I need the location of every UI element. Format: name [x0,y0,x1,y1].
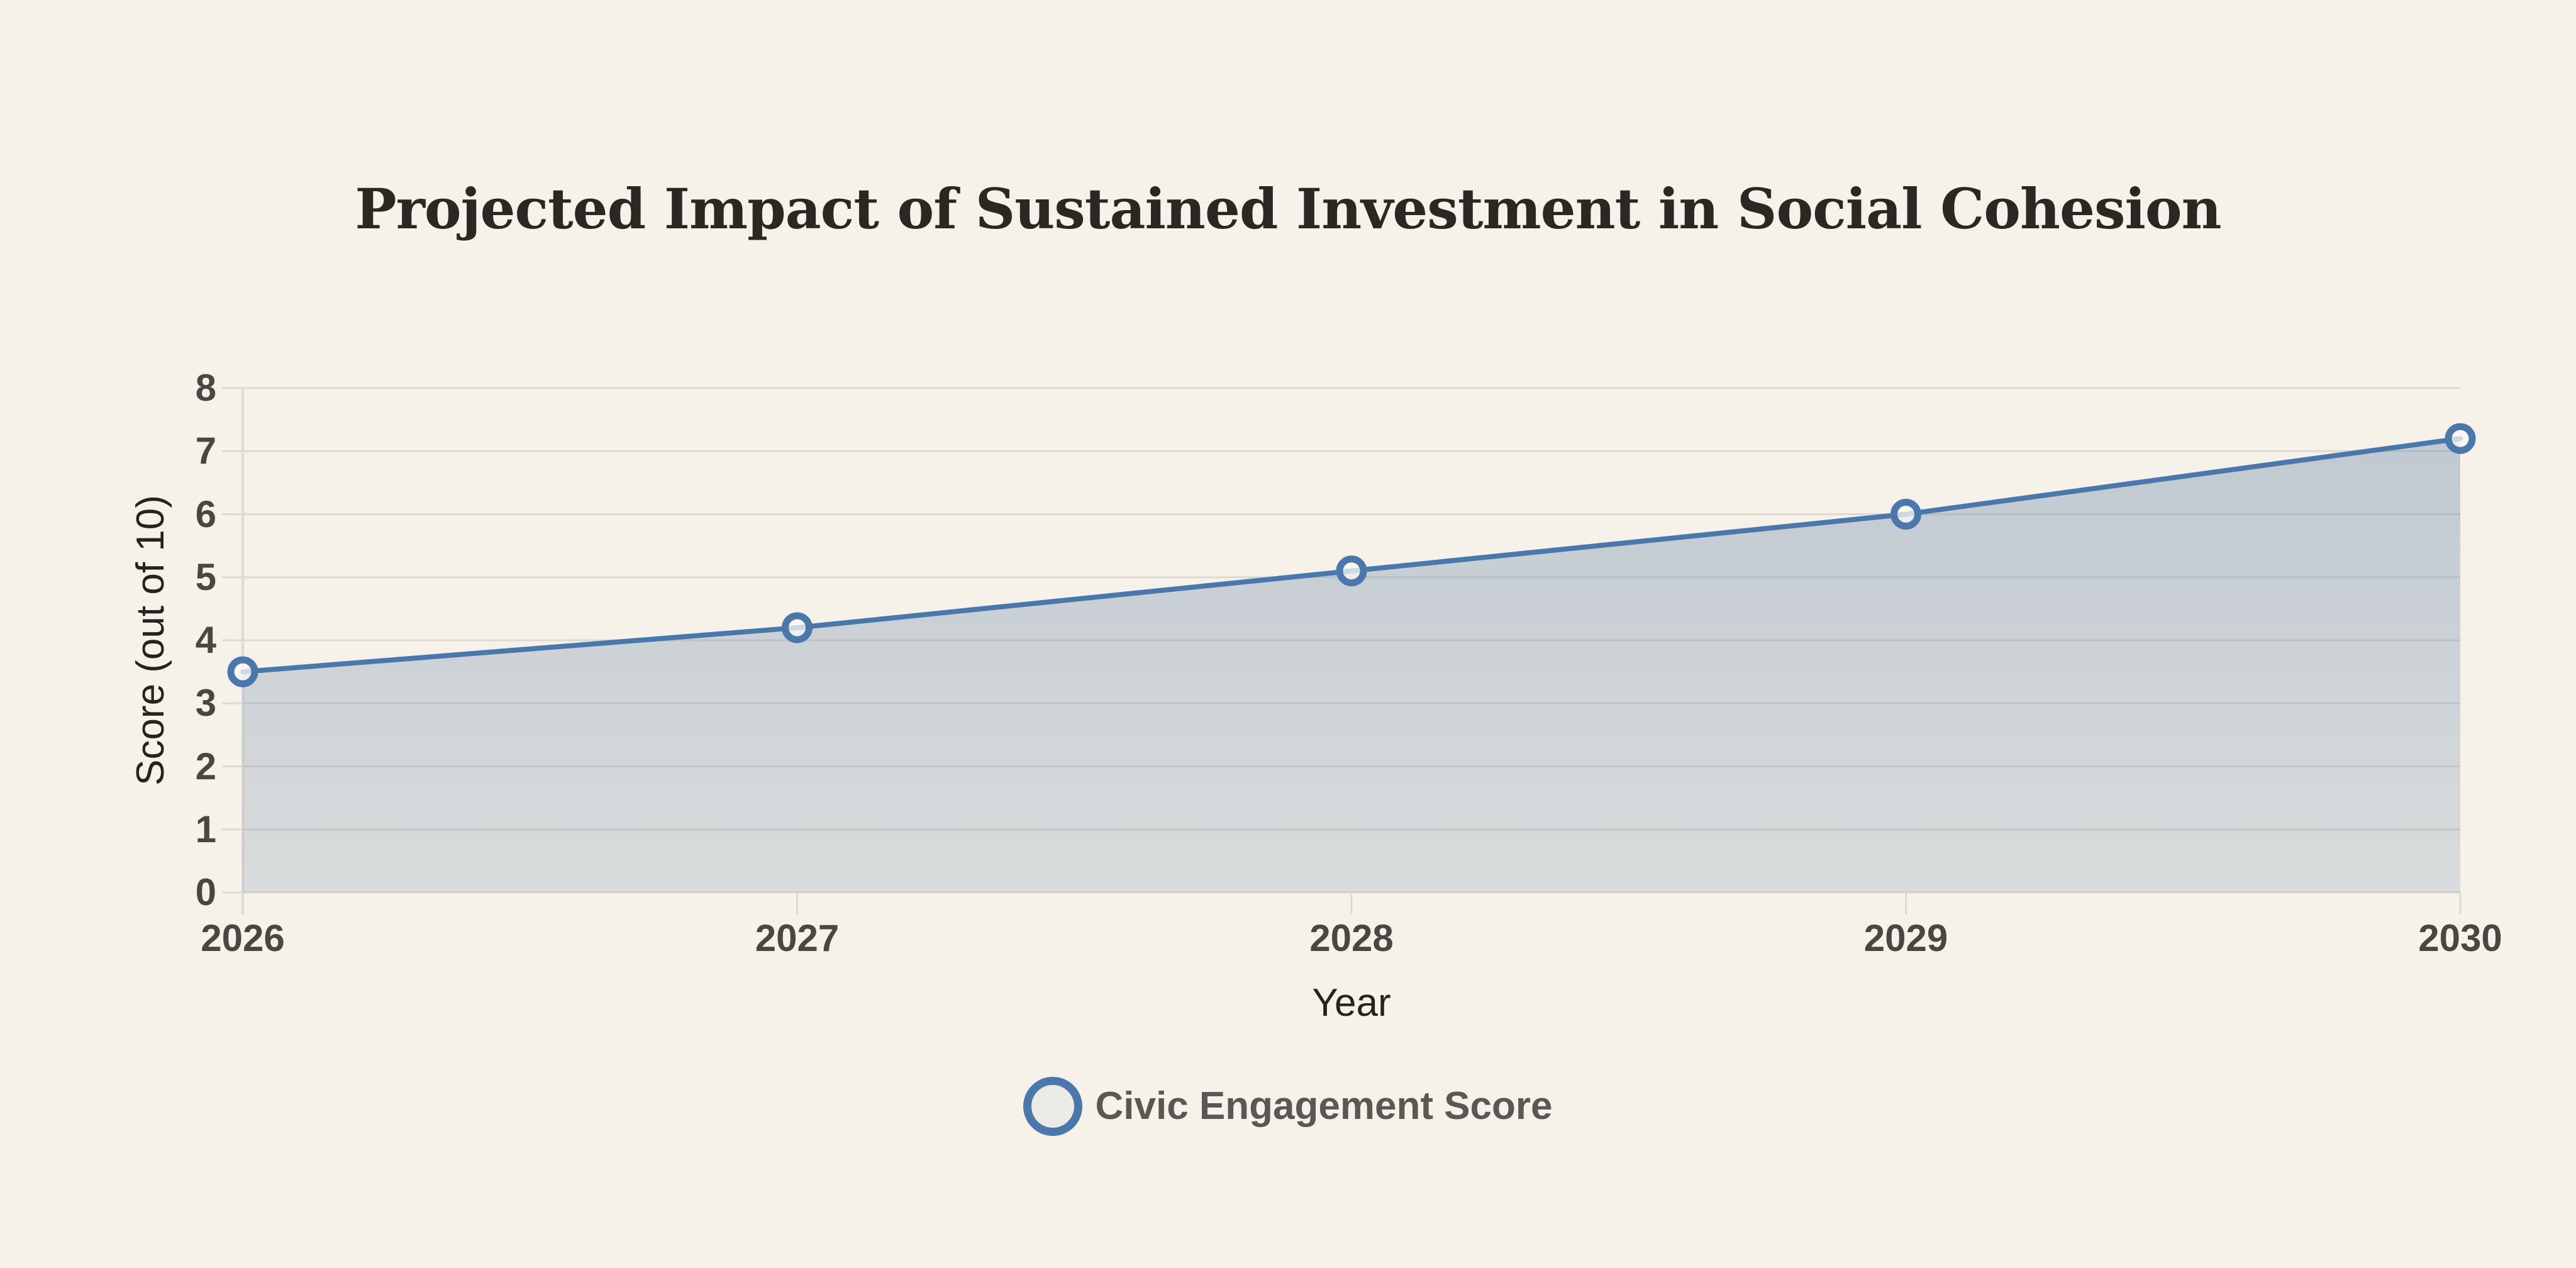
x-tick-label: 2027 [755,917,840,959]
data-point-marker [2445,423,2476,454]
data-point-marker [1336,555,1367,587]
y-tick-label: 8 [195,367,216,409]
legend-label: Civic Engagement Score [1095,1084,1553,1128]
series-area-fill [243,438,2460,893]
legend: Civic Engagement Score [0,1077,2576,1136]
data-point-marker [782,612,813,643]
x-tick-label: 2028 [1309,917,1394,959]
y-tick-label: 5 [195,555,216,598]
y-tick-label: 3 [195,682,216,725]
x-tick-label: 2026 [201,917,285,959]
chart-title: Projected Impact of Sustained Investment… [355,176,2221,242]
x-tick-label: 2029 [1863,917,1948,959]
legend-marker-icon [1023,1077,1083,1136]
y-tick-label: 6 [195,492,216,535]
x-tick-label: 2030 [2418,917,2502,959]
y-tick-label: 1 [195,808,216,850]
y-tick-label: 4 [195,619,216,661]
data-point-marker [227,656,258,687]
y-tick-label: 0 [195,871,216,913]
data-point-marker [1890,499,1921,530]
y-tick-label: 2 [195,745,216,787]
x-axis-title: Year [1312,981,1391,1025]
y-tick-label: 7 [195,430,216,472]
